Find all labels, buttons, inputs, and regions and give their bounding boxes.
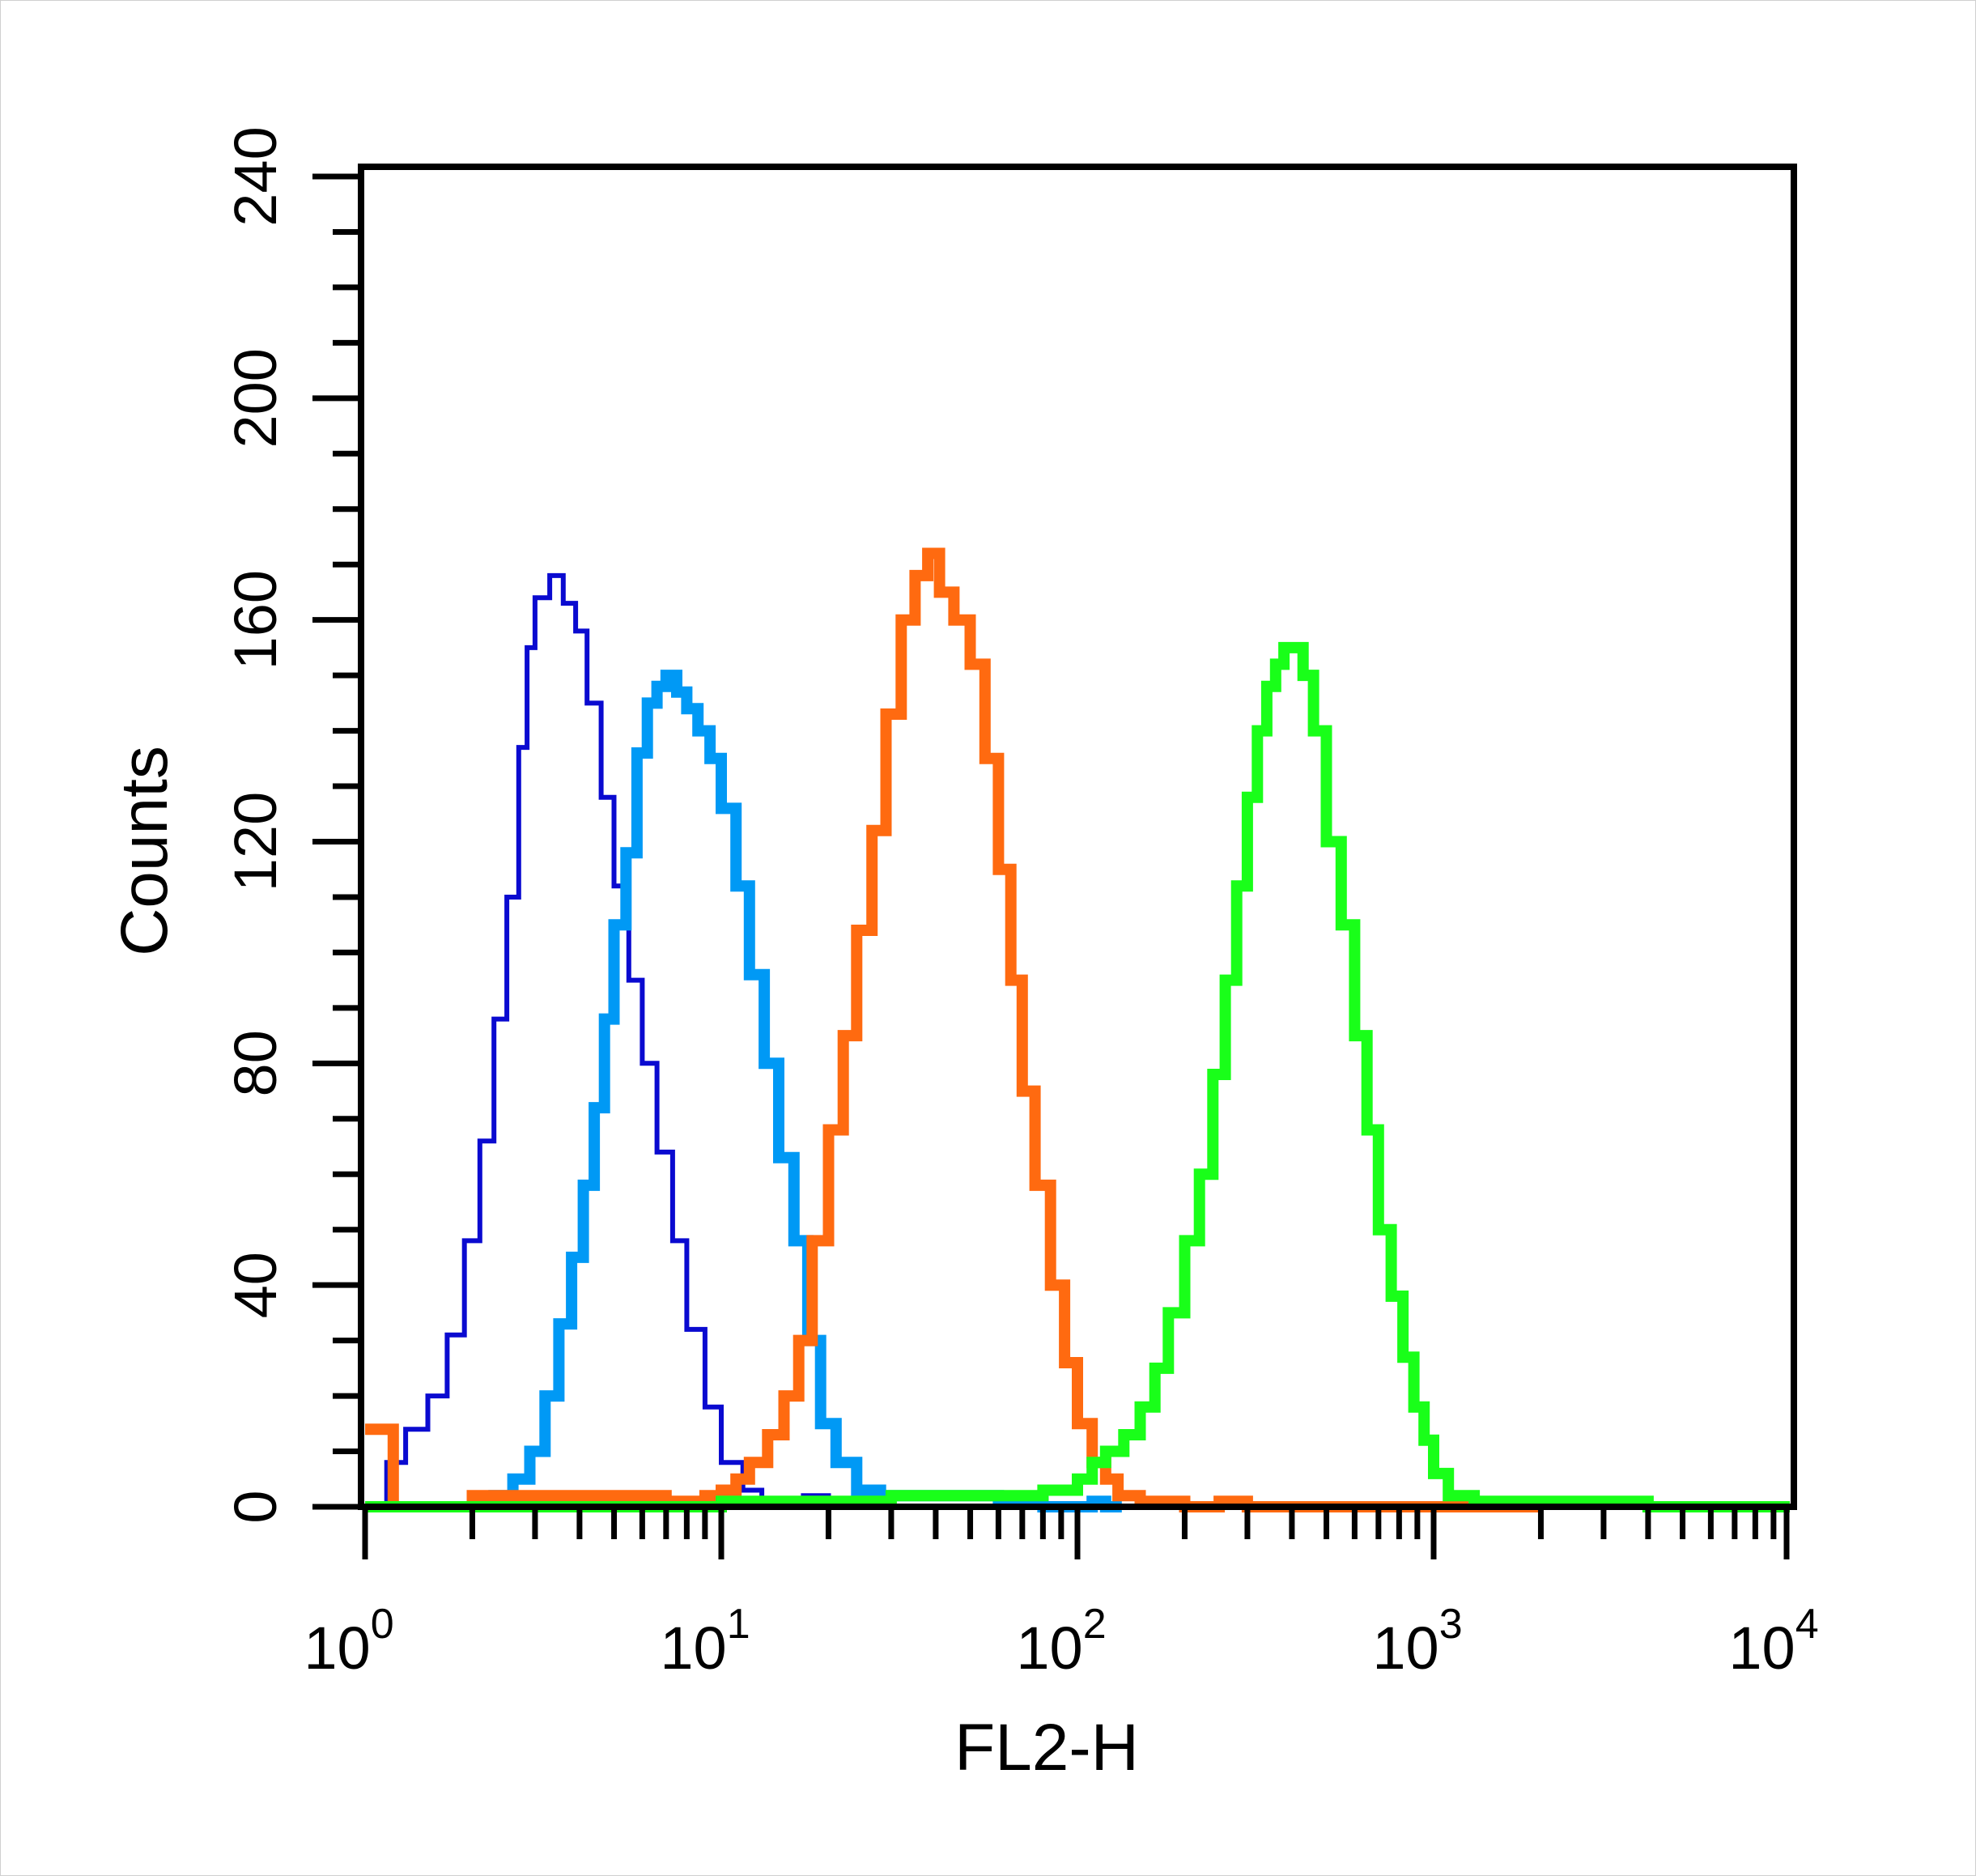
- x-tick-base: 10: [304, 1614, 370, 1682]
- x-tick-base: 10: [1372, 1614, 1438, 1682]
- y-axis-label: Counts: [108, 746, 181, 956]
- y-tick-label: 200: [222, 348, 289, 448]
- x-tick-base: 10: [1728, 1614, 1795, 1682]
- y-tick-label: 160: [222, 570, 289, 670]
- x-tick-exponent: 1: [727, 1601, 750, 1648]
- x-tick-exponent: 4: [1795, 1601, 1819, 1648]
- x-tick-label: 104: [1728, 1601, 1818, 1682]
- y-tick-label: 240: [222, 126, 289, 226]
- x-tick-base: 10: [660, 1614, 726, 1682]
- x-tick-label: 103: [1372, 1601, 1462, 1682]
- series-2-line: [472, 670, 1122, 1512]
- x-tick-label: 101: [660, 1601, 750, 1682]
- x-tick-exponent: 2: [1083, 1601, 1107, 1648]
- y-axis-tick-labels: 0 40 80 120 160 200 240: [222, 126, 289, 1523]
- y-tick-label: 120: [222, 792, 289, 891]
- x-axis-tick-labels: 100 101 102 103 104: [304, 1601, 1818, 1682]
- x-tick-label: 100: [304, 1601, 393, 1682]
- series-3-line: [365, 547, 1541, 1512]
- x-tick-label: 102: [1016, 1601, 1106, 1682]
- x-tick-exponent: 3: [1439, 1601, 1463, 1648]
- x-axis-label: FL2-H: [954, 1711, 1139, 1785]
- x-axis-ticks: [362, 1507, 1790, 1559]
- y-tick-label: 0: [222, 1490, 289, 1523]
- y-tick-label: 80: [222, 1030, 289, 1096]
- series-4-line: [365, 641, 1790, 1512]
- y-axis-ticks: [312, 173, 361, 1510]
- x-tick-exponent: 0: [371, 1601, 394, 1648]
- y-tick-label: 40: [222, 1252, 289, 1318]
- x-tick-base: 10: [1016, 1614, 1082, 1682]
- histogram-curves: [365, 547, 1790, 1512]
